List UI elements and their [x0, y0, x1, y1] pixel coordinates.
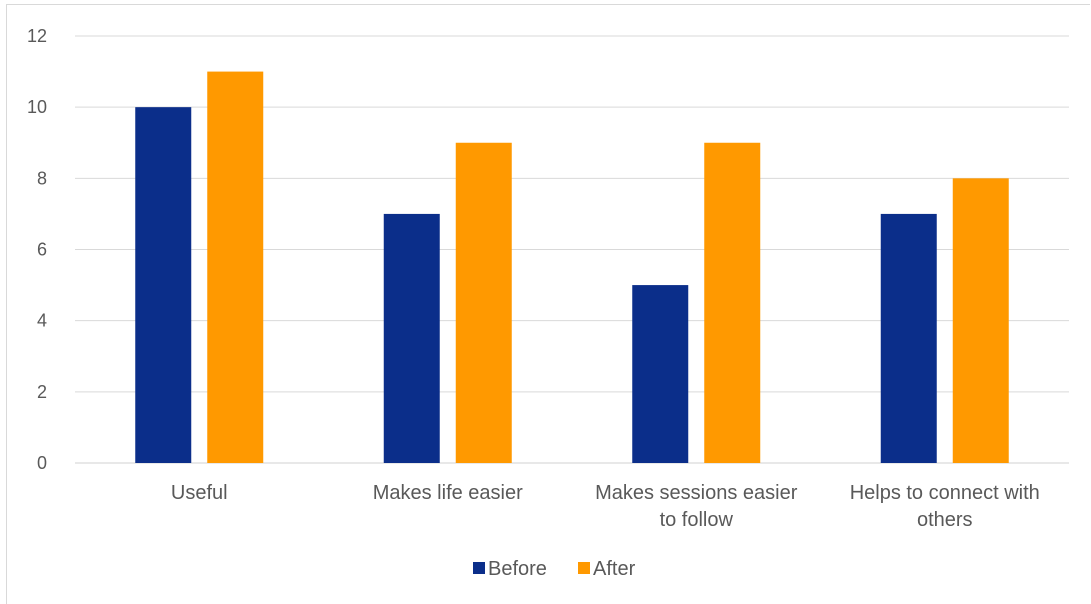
- bar-after-3: [704, 142, 761, 463]
- x-tick-label: Helps to connect with: [850, 482, 1040, 504]
- bar-before-4: [880, 213, 937, 463]
- y-tick-label: 2: [37, 382, 47, 402]
- legend: Before After: [473, 558, 636, 580]
- x-axis-labels: Useful Makes life easier Makes sessions ea…: [171, 482, 1040, 531]
- y-axis-ticks: 0 2 4 6 8 10 12: [27, 26, 47, 473]
- y-tick-label: 0: [37, 453, 47, 473]
- y-tick-label: 12: [27, 26, 47, 46]
- bar-before-3: [632, 285, 689, 463]
- y-tick-label: 6: [37, 240, 47, 260]
- legend-label-after: After: [593, 558, 636, 580]
- bar-after-2: [455, 142, 512, 463]
- bar-before-2: [383, 213, 440, 463]
- y-tick-label: 4: [37, 311, 47, 331]
- legend-label-before: Before: [488, 558, 547, 580]
- y-tick-label: 10: [27, 97, 47, 117]
- legend-swatch-after: [578, 562, 590, 574]
- x-tick-label: others: [917, 509, 973, 531]
- x-tick-label: Makes sessions easier: [595, 482, 798, 504]
- chart-frame: [6, 4, 1090, 604]
- bar-after-4: [952, 178, 1009, 464]
- bar-before-1: [135, 107, 192, 464]
- bars: [135, 71, 1009, 464]
- y-tick-label: 8: [37, 168, 47, 188]
- x-tick-label: Useful: [171, 482, 228, 504]
- x-tick-label: to follow: [660, 509, 734, 531]
- x-tick-label: Makes life easier: [373, 482, 523, 504]
- bar-after-1: [207, 71, 264, 463]
- legend-swatch-before: [473, 562, 485, 574]
